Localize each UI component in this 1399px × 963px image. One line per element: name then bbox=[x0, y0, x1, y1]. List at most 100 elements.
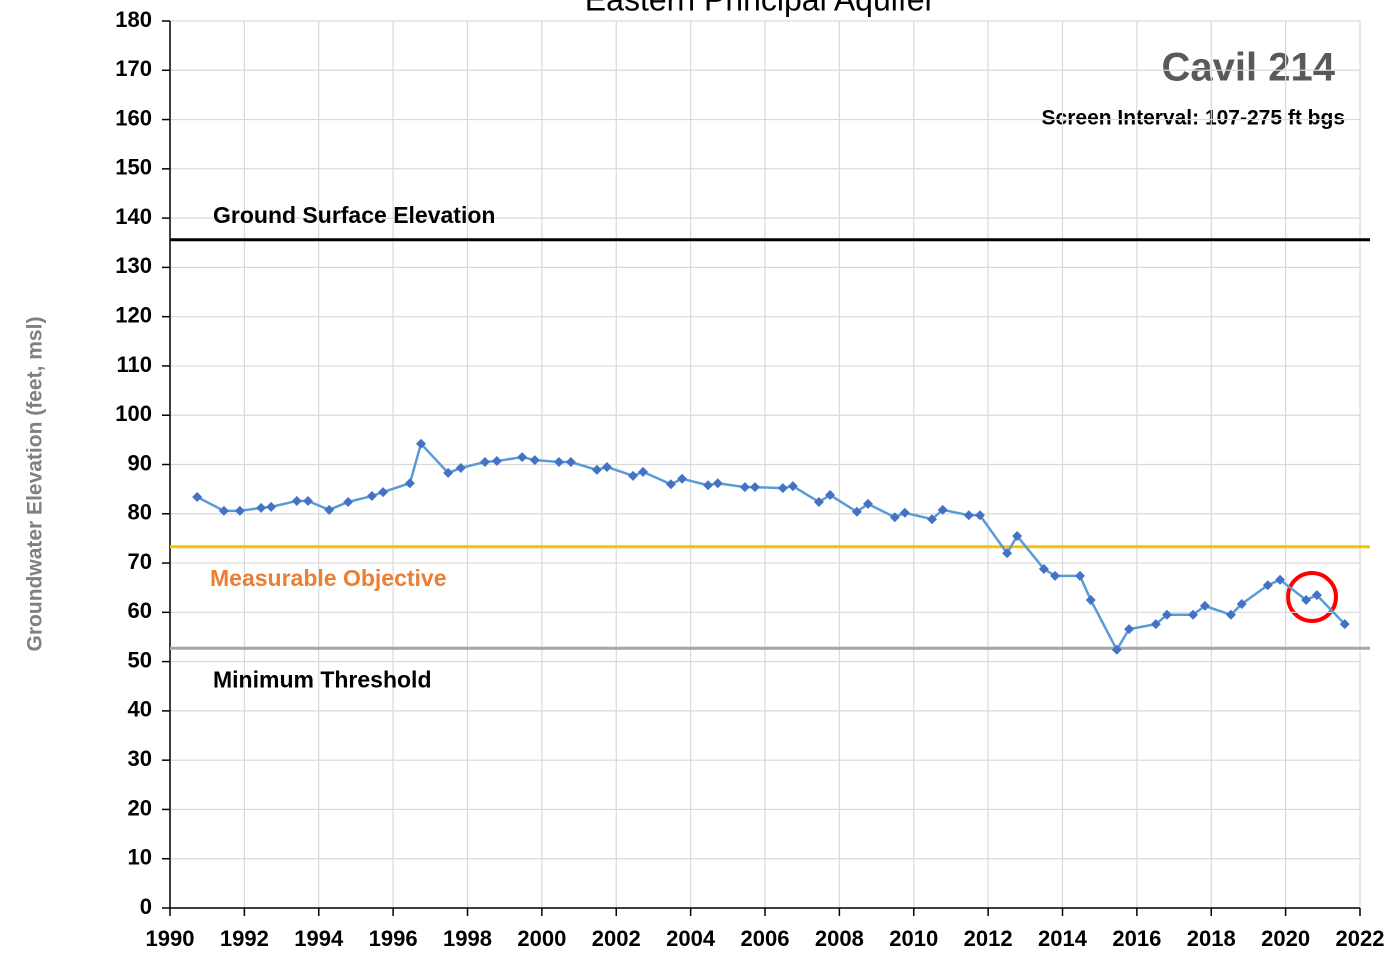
x-tick-label: 1998 bbox=[443, 926, 492, 951]
data-point bbox=[1262, 580, 1273, 591]
data-point bbox=[302, 495, 313, 506]
data-point bbox=[366, 491, 377, 502]
data-point bbox=[665, 479, 676, 490]
y-tick-label: 10 bbox=[128, 845, 152, 870]
data-point bbox=[192, 492, 203, 503]
data-point bbox=[324, 504, 335, 515]
data-point bbox=[291, 495, 302, 506]
data-point bbox=[256, 502, 267, 513]
data-point bbox=[787, 481, 798, 492]
y-tick-label: 40 bbox=[128, 697, 152, 722]
x-tick-label: 1994 bbox=[294, 926, 344, 951]
reference-label: Ground Surface Elevation bbox=[213, 202, 495, 228]
x-tick-label: 2020 bbox=[1261, 926, 1310, 951]
data-point bbox=[1002, 548, 1013, 559]
highlight-circle bbox=[1286, 571, 1338, 623]
y-tick-label: 160 bbox=[115, 105, 152, 130]
data-point bbox=[889, 512, 900, 523]
data-point bbox=[517, 452, 528, 463]
x-tick-label: 2004 bbox=[666, 926, 716, 951]
well-name: Cavil 214 bbox=[1162, 46, 1336, 90]
data-point bbox=[479, 457, 490, 468]
data-point bbox=[1050, 570, 1061, 581]
data-point bbox=[899, 507, 910, 518]
data-point bbox=[627, 470, 638, 481]
data-point bbox=[703, 480, 714, 491]
data-point bbox=[937, 504, 948, 515]
x-tick-label: 2000 bbox=[517, 926, 566, 951]
data-point bbox=[963, 510, 974, 521]
data-point bbox=[974, 510, 985, 521]
data-point bbox=[266, 501, 277, 512]
x-tick-label: 2006 bbox=[741, 926, 790, 951]
y-tick-label: 80 bbox=[128, 500, 152, 525]
x-tick-label: 2012 bbox=[964, 926, 1013, 951]
data-point bbox=[1275, 574, 1286, 585]
data-point bbox=[234, 505, 245, 516]
y-tick-label: 180 bbox=[115, 7, 152, 32]
y-tick-label: 170 bbox=[115, 56, 152, 81]
data-point bbox=[491, 456, 502, 467]
data-point bbox=[712, 478, 723, 489]
y-tick-label: 70 bbox=[128, 549, 152, 574]
x-tick-label: 1992 bbox=[220, 926, 269, 951]
data-point bbox=[1038, 563, 1049, 574]
data-point bbox=[1124, 624, 1135, 635]
reference-label: Measurable Objective bbox=[210, 565, 447, 591]
data-point bbox=[601, 461, 612, 472]
data-point bbox=[825, 490, 836, 501]
x-tick-label: 2016 bbox=[1112, 926, 1161, 951]
y-tick-label: 0 bbox=[140, 894, 152, 919]
data-point bbox=[1161, 609, 1172, 620]
data-point bbox=[863, 498, 874, 509]
data-point bbox=[378, 487, 389, 498]
x-tick-label: 2022 bbox=[1336, 926, 1385, 951]
data-point bbox=[218, 505, 229, 516]
y-tick-label: 30 bbox=[128, 746, 152, 771]
data-point bbox=[1188, 609, 1199, 620]
data-point bbox=[777, 483, 788, 494]
data-point bbox=[565, 457, 576, 468]
data-point bbox=[1199, 600, 1210, 611]
data-point bbox=[529, 455, 540, 466]
data-point bbox=[1111, 644, 1122, 655]
data-point bbox=[591, 464, 602, 475]
data-point bbox=[1012, 530, 1023, 541]
data-line bbox=[196, 441, 1346, 653]
data-point bbox=[1150, 619, 1161, 630]
x-tick-label: 2014 bbox=[1038, 926, 1088, 951]
x-tick-label: 2018 bbox=[1187, 926, 1236, 951]
y-tick-label: 90 bbox=[128, 450, 152, 475]
y-tick-label: 100 bbox=[115, 401, 152, 426]
y-tick-label: 120 bbox=[115, 302, 152, 327]
y-tick-label: 60 bbox=[128, 598, 152, 623]
data-point bbox=[343, 496, 354, 507]
data-point bbox=[1311, 590, 1322, 601]
y-tick-label: 150 bbox=[115, 155, 152, 180]
x-tick-label: 2010 bbox=[889, 926, 938, 951]
data-point bbox=[851, 506, 862, 517]
data-point bbox=[416, 438, 427, 449]
data-point bbox=[749, 482, 760, 493]
x-tick-label: 1990 bbox=[146, 926, 195, 951]
reference-label: Minimum Threshold bbox=[213, 666, 432, 692]
subtitle: Screen Interval: 107-275 ft bgs bbox=[1042, 107, 1345, 130]
y-tick-label: 140 bbox=[115, 204, 152, 229]
y-tick-label: 110 bbox=[117, 352, 153, 377]
data-point bbox=[677, 473, 688, 484]
x-tick-label: 2008 bbox=[815, 926, 864, 951]
data-point bbox=[1236, 598, 1247, 609]
y-tick-label: 50 bbox=[128, 647, 152, 672]
data-point bbox=[1301, 595, 1312, 606]
y-tick-label: 130 bbox=[115, 253, 152, 278]
y-tick-label: 20 bbox=[128, 795, 152, 820]
data-point bbox=[404, 478, 415, 489]
x-tick-label: 2002 bbox=[592, 926, 641, 951]
data-point bbox=[926, 514, 937, 525]
data-point bbox=[1225, 609, 1236, 620]
data-point bbox=[1339, 619, 1350, 630]
data-point bbox=[638, 466, 649, 477]
data-point bbox=[455, 462, 466, 473]
data-point bbox=[443, 467, 454, 478]
